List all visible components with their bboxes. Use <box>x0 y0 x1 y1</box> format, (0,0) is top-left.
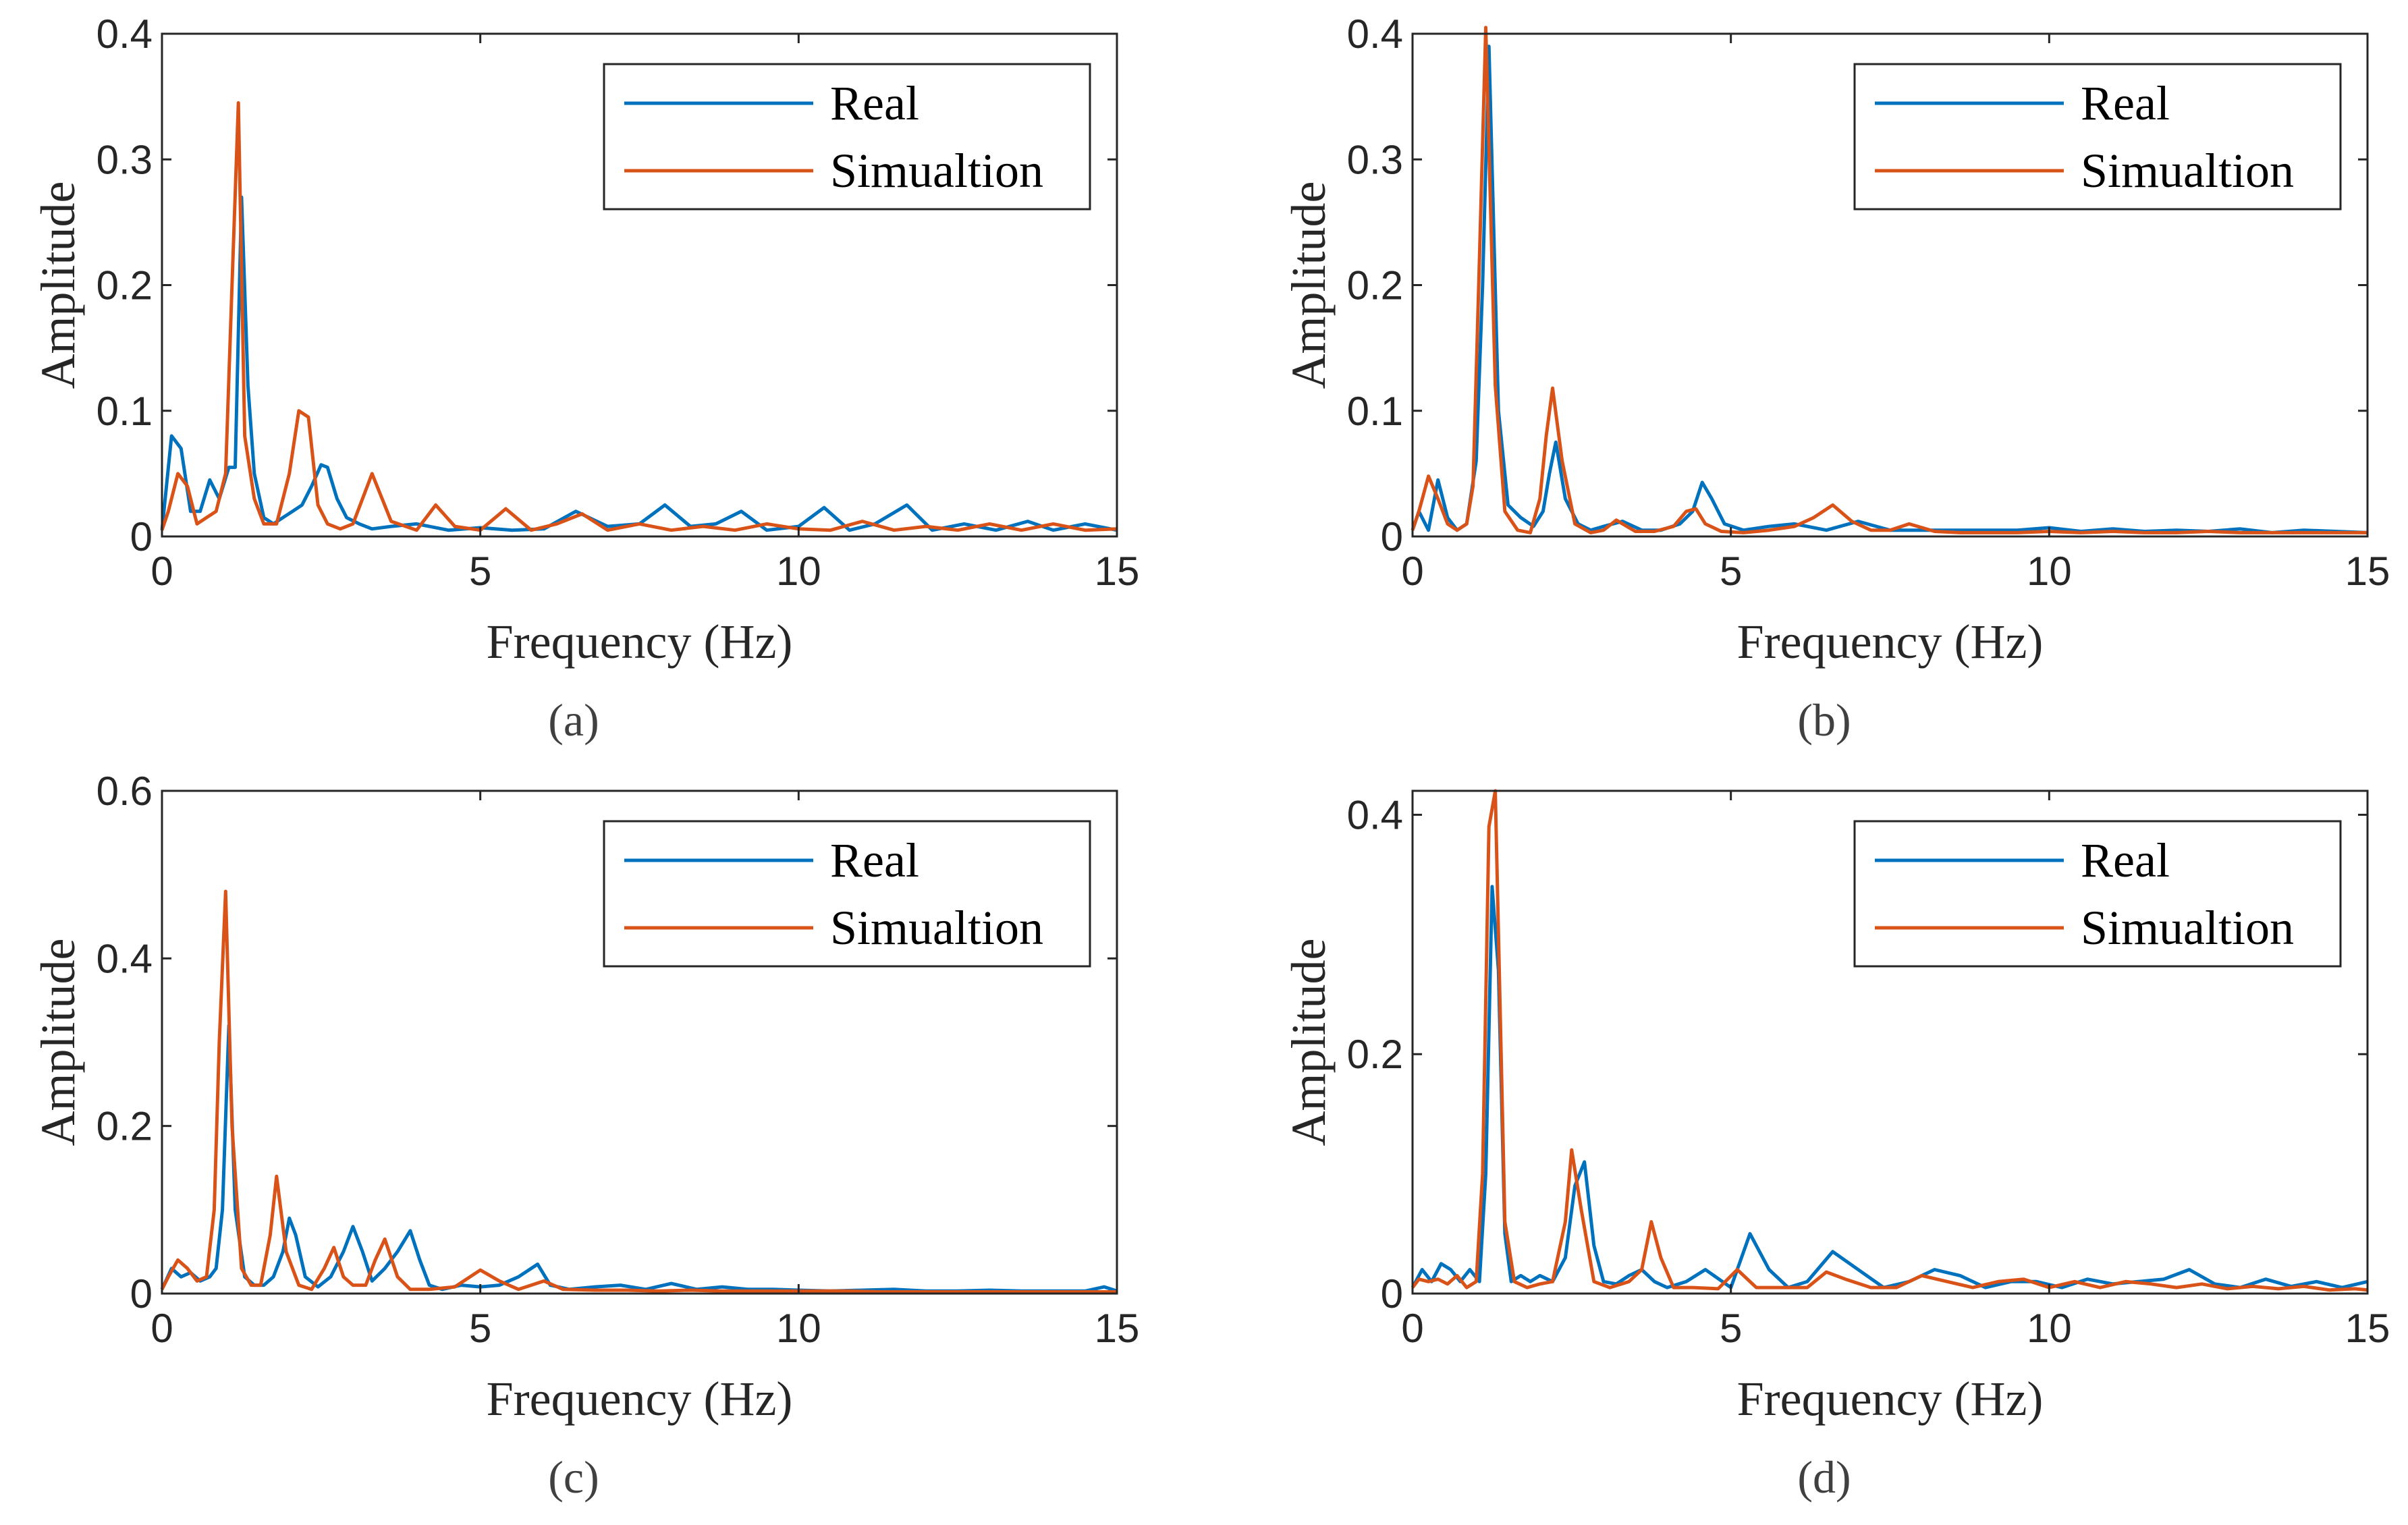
series-line-simualtion <box>1411 789 2368 1292</box>
x-tick-label: 10 <box>2027 1306 2072 1351</box>
legend-label-real: Real <box>2081 833 2170 887</box>
chart-panel-3: 0 5 10 15 0 0.2 0.4 Frequency (Hz) Amplitude Real… <box>1282 789 2390 1503</box>
legend-label-simualtion: Simualtion <box>2081 901 2294 955</box>
x-axis-label: Frequency (Hz) <box>487 615 793 669</box>
legend-label-real: Real <box>830 833 919 887</box>
legend-label-simualtion: Simualtion <box>2081 144 2294 198</box>
y-tick-label: 0.3 <box>1347 137 1403 182</box>
x-tick-label: 15 <box>2345 549 2390 594</box>
y-tick-label: 0.1 <box>1347 389 1403 434</box>
y-tick-label: 0 <box>1381 514 1403 559</box>
legend-label-real: Real <box>830 76 919 130</box>
x-tick-label: 5 <box>1720 1306 1742 1351</box>
chart-panel-0: 0 5 10 15 0 0.1 0.2 0.3 0.4 Frequency (Hz) Amplitu… <box>31 11 1139 746</box>
chart-panel-2: 0 5 10 15 0 0.2 0.4 0.6 Frequency (Hz) Amplitude R… <box>31 769 1139 1503</box>
y-tick-label: 0.2 <box>97 1104 153 1149</box>
chart-panel-1: 0 5 10 15 0 0.1 0.2 0.3 0.4 Frequency (Hz) Amplitu… <box>1282 11 2390 746</box>
x-tick-label: 15 <box>1095 1306 1140 1351</box>
series-line-real <box>160 195 1118 532</box>
y-tick-label: 0.6 <box>97 769 153 814</box>
x-axis-label: Frequency (Hz) <box>1737 615 2044 669</box>
x-axis-label: Frequency (Hz) <box>487 1372 793 1426</box>
legend-label-simualtion: Simualtion <box>830 901 1043 955</box>
x-tick-label: 5 <box>469 549 491 594</box>
legend-label-simualtion: Simualtion <box>830 144 1043 198</box>
y-tick-label: 0.4 <box>1347 11 1403 57</box>
x-tick-label: 10 <box>2027 549 2072 594</box>
plot-frame <box>161 789 1118 1295</box>
legend-box <box>603 820 1091 968</box>
series-line-simualtion <box>1411 26 2368 534</box>
y-tick-label: 0.4 <box>97 936 153 981</box>
y-axis-label: Amplitude <box>31 939 85 1146</box>
y-axis-label: Amplitude <box>1282 939 1336 1146</box>
x-tick-label: 0 <box>150 549 173 594</box>
x-tick-label: 15 <box>2345 1306 2390 1351</box>
series-line-real <box>160 1024 1118 1293</box>
legend: Real Simualtion <box>603 820 1091 968</box>
y-tick-label: 0.2 <box>1347 263 1403 308</box>
y-axis-label: Amplitude <box>31 182 85 389</box>
x-tick-label: 15 <box>1095 549 1140 594</box>
panel-caption: (a) <box>548 694 599 746</box>
panel-caption: (d) <box>1797 1451 1851 1503</box>
legend: Real Simualtion <box>1853 63 2342 211</box>
legend-box <box>603 63 1091 211</box>
legend-box <box>1853 63 2342 211</box>
series-line-real <box>1411 45 2368 534</box>
series-line-simualtion <box>160 889 1117 1294</box>
plot-frame <box>1411 789 2369 1295</box>
x-tick-label: 0 <box>150 1306 173 1351</box>
y-tick-label: 0.2 <box>1347 1032 1403 1077</box>
x-tick-label: 10 <box>776 1306 821 1351</box>
panel-caption: (b) <box>1797 694 1851 746</box>
legend: Real Simualtion <box>1853 820 2342 968</box>
x-tick-label: 5 <box>469 1306 491 1351</box>
y-tick-label: 0.3 <box>97 137 153 182</box>
x-axis-label: Frequency (Hz) <box>1737 1372 2044 1426</box>
y-tick-label: 0 <box>1381 1271 1403 1316</box>
y-tick-label: 0 <box>130 514 153 559</box>
y-tick-label: 0.1 <box>97 389 153 434</box>
x-tick-label: 0 <box>1401 549 1423 594</box>
y-tick-label: 0.4 <box>97 11 153 57</box>
y-axis-label: Amplitude <box>1282 182 1336 389</box>
y-tick-label: 0.2 <box>97 263 153 308</box>
x-tick-label: 10 <box>776 549 821 594</box>
legend: Real Simualtion <box>603 63 1091 211</box>
y-tick-label: 0 <box>130 1271 153 1316</box>
panel-caption: (c) <box>548 1451 599 1503</box>
y-tick-label: 0.4 <box>1347 792 1403 837</box>
x-tick-label: 0 <box>1401 1306 1423 1351</box>
x-tick-label: 5 <box>1720 549 1742 594</box>
legend-label-real: Real <box>2081 76 2170 130</box>
series-line-simualtion <box>160 101 1118 532</box>
legend-box <box>1853 820 2342 968</box>
